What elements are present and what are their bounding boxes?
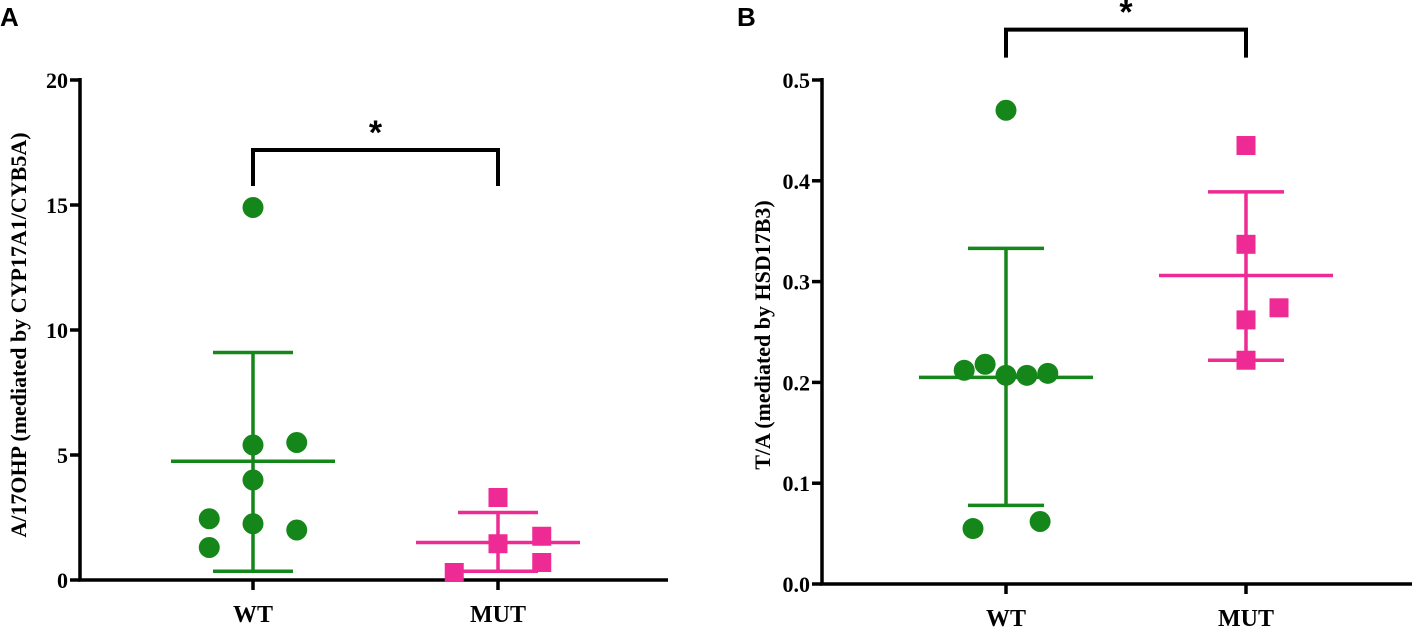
panel-a-wt-data-point — [242, 469, 264, 491]
panel-b-wt-data-point — [974, 353, 996, 375]
panel-b-marks: * — [919, 0, 1333, 540]
panel-b-y-tick-label: 0.4 — [783, 169, 811, 194]
panel-a-x-tick-label-mut: MUT — [470, 602, 526, 628]
panel-a-x-tick-label-wt: WT — [233, 602, 273, 628]
panel-a-y-tick-label: 5 — [57, 443, 68, 468]
panel-a-letter: A — [0, 2, 19, 32]
panel-a-significance-bracket — [251, 148, 500, 186]
panel-a-y-tick-label: 15 — [46, 193, 68, 218]
panel-b: B T/A (mediated by HSD17B3) 0.0 0.1 0.2 0.3… — [737, 0, 1412, 632]
panel-b-x-tick-label-wt: WT — [986, 606, 1026, 632]
panel-a-mut-data-point — [532, 553, 552, 572]
panel-b-wt-data-point — [1016, 364, 1038, 386]
panel-a-y-tick-label: 10 — [46, 318, 68, 343]
panel-b-mut-data-point — [1236, 234, 1256, 254]
panel-a-axes: 0 5 10 15 20 WT MUT — [46, 68, 668, 628]
panel-b-mut-data-point — [1269, 298, 1289, 318]
panel-b-wt-data-point — [1029, 511, 1051, 533]
panel-b-wt-data-point — [995, 364, 1017, 386]
panel-a-mut-data-point — [488, 488, 508, 507]
panel-b-mut-data-point — [1236, 136, 1256, 156]
panel-a-y-tick-label: 20 — [46, 68, 68, 93]
panel-b-y-tick-label: 0.1 — [783, 471, 811, 496]
panel-b-wt-data-point — [953, 359, 975, 381]
panel-a-wt-data-point — [242, 197, 264, 218]
panel-a-y-tick-label: 0 — [57, 568, 68, 593]
panel-b-significance-label: * — [1119, 0, 1133, 32]
panel-a-wt-data-point — [242, 513, 264, 535]
panel-b-y-tick-label: 0.5 — [783, 68, 811, 93]
panel-b-x-tick-label-mut: MUT — [1218, 606, 1274, 632]
panel-a-wt-data-point — [286, 519, 308, 541]
panel-b-y-tick-label: 0.0 — [783, 572, 811, 597]
panel-a-significance-label: * — [369, 114, 383, 152]
panel-a-mut-data-point — [488, 534, 508, 554]
panel-a-marks: * — [171, 114, 580, 582]
panel-a-mut-data-point — [532, 526, 552, 546]
panel-b-mut-data-point — [1236, 310, 1256, 330]
panel-b-wt-data-point — [1037, 362, 1059, 384]
panel-b-axes: 0.0 0.1 0.2 0.3 0.4 0.5 WT MUT — [783, 68, 1412, 632]
panel-a-wt-data-point — [286, 432, 308, 453]
panel-a-wt-data-point — [198, 508, 220, 530]
panel-b-mut-data-point — [1236, 350, 1256, 370]
panel-b-significance-bracket — [1004, 27, 1248, 58]
panel-a-wt-data-point — [198, 537, 220, 558]
panel-a-mut-data-point — [444, 563, 464, 582]
panel-b-y-tick-label: 0.2 — [783, 370, 811, 395]
panel-a: A A/17OHP (mediated by CYP17A1/CYB5A) 0 5… — [0, 2, 668, 628]
panel-b-wt-data-point — [962, 518, 984, 540]
panel-a-wt-data-point — [242, 434, 264, 456]
panel-b-letter: B — [737, 2, 756, 32]
panel-b-y-axis-label: T/A (mediated by HSD17B3) — [750, 200, 775, 470]
panel-b-wt-data-point — [995, 99, 1017, 121]
panel-a-y-axis-label: A/17OHP (mediated by CYP17A1/CYB5A) — [6, 132, 31, 537]
panel-b-y-tick-label: 0.3 — [783, 270, 811, 295]
